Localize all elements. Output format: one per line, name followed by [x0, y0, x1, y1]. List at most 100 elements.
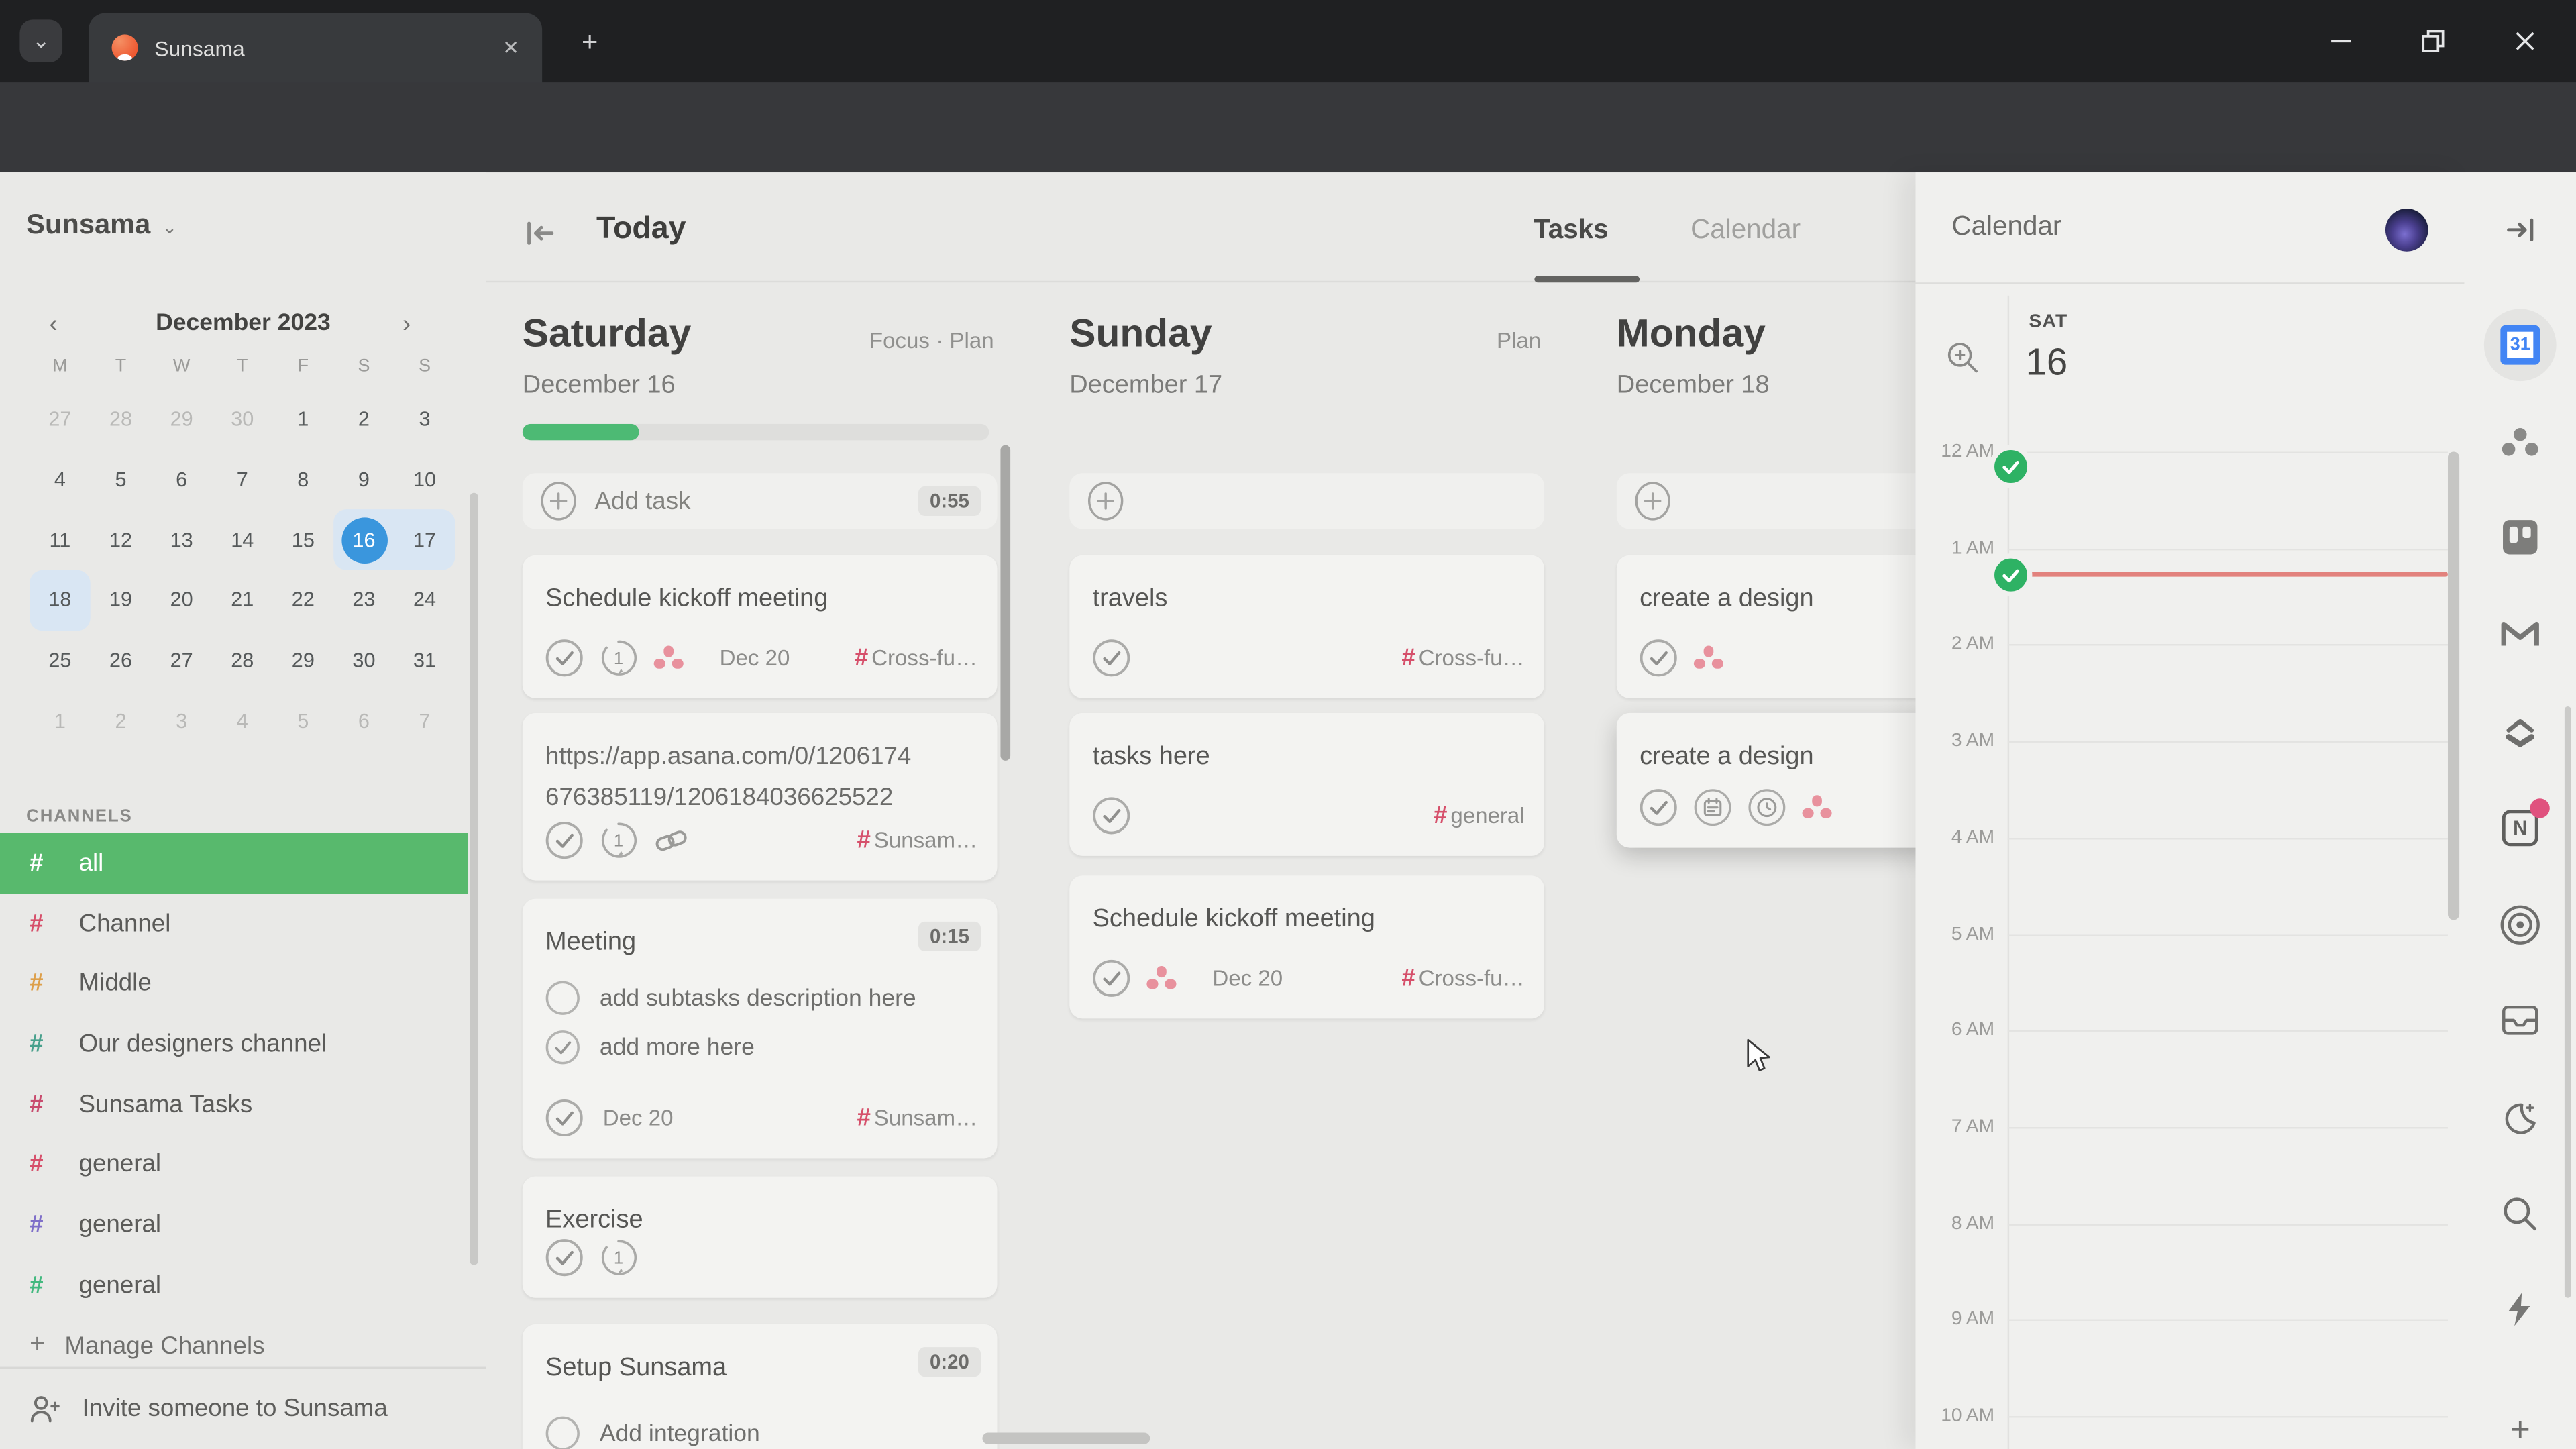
workspace-switcher[interactable]: Sunsama ⌄ — [26, 209, 177, 241]
mini-calendar-day[interactable]: 23 — [352, 588, 376, 612]
mini-calendar-day[interactable]: 5 — [115, 468, 127, 492]
sidebar-channel-item[interactable]: # general — [0, 1195, 468, 1255]
mini-calendar-day[interactable]: 2 — [358, 408, 370, 431]
subtask-row[interactable]: add subtasks description here — [545, 981, 997, 1015]
mini-calendar-day[interactable]: 30 — [231, 408, 254, 431]
mini-calendar-day[interactable]: 10 — [413, 468, 437, 492]
automations-button[interactable] — [2504, 1291, 2536, 1328]
sidebar-channel-item[interactable]: # Channel — [0, 893, 468, 953]
task-card[interactable]: Exercise 1 — [522, 1176, 998, 1298]
complete-task-icon[interactable] — [1640, 639, 1677, 677]
mini-calendar-day[interactable]: 29 — [291, 649, 315, 672]
mini-calendar-day[interactable]: 21 — [231, 588, 254, 612]
rail-scrollbar[interactable] — [2564, 706, 2571, 1298]
notion-button[interactable]: N — [2502, 810, 2538, 847]
mini-calendar-day[interactable]: 1 — [297, 408, 309, 431]
collapse-right-button[interactable] — [2502, 212, 2538, 248]
complete-task-icon[interactable] — [545, 821, 583, 859]
task-card[interactable]: create a design — [1616, 555, 1916, 698]
mini-calendar-day[interactable]: 5 — [297, 709, 309, 733]
calendar-zoom-button[interactable] — [1945, 340, 1982, 376]
horizontal-scrollbar[interactable] — [982, 1432, 1150, 1444]
add-integration-button[interactable]: + — [2510, 1411, 2530, 1449]
trello-button[interactable] — [2503, 520, 2538, 555]
mini-calendar-day[interactable]: 3 — [419, 408, 431, 431]
task-card[interactable]: Meeting 0:15 add subtasks description he… — [522, 898, 998, 1159]
mini-calendar-day[interactable]: 28 — [231, 649, 254, 672]
sidebar-channel-item[interactable]: # Our designers channel — [0, 1014, 468, 1074]
mini-calendar-day[interactable]: 1 — [54, 709, 66, 733]
google-calendar-button[interactable]: 31 — [2483, 309, 2557, 382]
schedule-calendar-icon[interactable] — [1694, 789, 1731, 826]
tab-tasks[interactable]: Tasks — [1534, 215, 1609, 245]
sidebar-channel-item[interactable]: # general — [0, 1255, 468, 1316]
plan-link[interactable]: Plan — [949, 328, 994, 354]
mini-calendar-day[interactable]: 26 — [109, 649, 133, 672]
new-tab-button[interactable]: + — [582, 26, 598, 58]
tab-close-icon[interactable]: ✕ — [502, 36, 519, 60]
tab-calendar[interactable]: Calendar — [1690, 215, 1801, 245]
mini-calendar-day[interactable]: 25 — [48, 649, 72, 672]
sidebar-channel-item[interactable]: # all — [0, 833, 468, 894]
plan-link[interactable]: Plan — [1496, 328, 1542, 354]
avatar[interactable] — [2385, 209, 2428, 252]
subtask-row[interactable]: add more here — [545, 1030, 997, 1065]
search-button[interactable] — [2500, 1194, 2540, 1234]
mini-calendar-day[interactable]: 30 — [352, 649, 376, 672]
timeline-scrollbar[interactable] — [2447, 451, 2460, 920]
sidebar-channel-item[interactable]: # general — [0, 1134, 468, 1195]
night-mode-button[interactable] — [2500, 1099, 2540, 1138]
mini-calendar-day[interactable]: 4 — [236, 709, 248, 733]
mini-calendar-day[interactable]: 12 — [109, 528, 133, 552]
task-card[interactable]: https://app.asana.com/0/1206174 676385119… — [522, 712, 998, 881]
complete-task-icon[interactable] — [545, 1099, 583, 1137]
invite-button[interactable]: Invite someone to Sunsama — [0, 1366, 486, 1449]
mini-calendar-day[interactable]: 19 — [109, 588, 133, 612]
gmail-button[interactable] — [2500, 619, 2540, 649]
mini-calendar-day[interactable]: 29 — [170, 408, 193, 431]
add-task-bar[interactable]: Add task 0:55 — [522, 473, 998, 529]
mini-calendar-day[interactable]: 31 — [413, 649, 437, 672]
mini-calendar-day[interactable]: 16 — [333, 510, 394, 570]
completed-event-marker[interactable] — [1989, 553, 2033, 596]
subtask-row[interactable]: Add integration — [545, 1416, 760, 1449]
task-card[interactable]: Schedule kickoff meeting Dec 20 # Cross-f… — [1069, 875, 1545, 1019]
complete-task-icon[interactable] — [1093, 959, 1130, 997]
task-card[interactable]: travels # Cross-fu… — [1069, 555, 1545, 698]
mini-calendar-day[interactable]: 11 — [49, 528, 71, 552]
mini-calendar-day[interactable]: 15 — [291, 528, 315, 552]
window-minimize-button[interactable] — [2320, 0, 2363, 82]
focus-link[interactable]: Focus — [869, 328, 930, 354]
column-scrollbar[interactable] — [1000, 445, 1011, 761]
inbox-button[interactable] — [2500, 1002, 2540, 1038]
complete-task-icon[interactable] — [1640, 789, 1677, 826]
tab-search-button[interactable]: ⌄ — [19, 19, 63, 63]
mini-calendar-day[interactable]: 2 — [115, 709, 127, 733]
subtask-check-icon[interactable] — [545, 1416, 580, 1449]
complete-task-icon[interactable] — [545, 639, 583, 677]
clickup-button[interactable] — [2502, 714, 2538, 751]
mini-calendar-day[interactable]: 6 — [358, 709, 370, 733]
completed-event-marker[interactable] — [1989, 445, 2033, 488]
complete-task-icon[interactable] — [545, 1239, 583, 1277]
browser-tab[interactable]: Sunsama ✕ — [89, 13, 543, 83]
subtask-check-icon[interactable] — [545, 1030, 580, 1065]
sidebar-channel-item[interactable]: # Middle — [0, 953, 468, 1014]
mini-calendar-day[interactable]: 9 — [358, 468, 370, 492]
mini-calendar-day[interactable]: 27 — [48, 408, 72, 431]
mini-calendar-day[interactable]: 4 — [54, 468, 66, 492]
complete-task-icon[interactable] — [1093, 639, 1130, 677]
collapse-left-button[interactable] — [523, 215, 559, 252]
mini-calendar-day[interactable]: 22 — [291, 588, 315, 612]
subtask-check-icon[interactable] — [545, 981, 580, 1015]
mini-calendar-day[interactable]: 14 — [231, 528, 254, 552]
window-restore-button[interactable] — [2412, 0, 2455, 82]
task-card[interactable]: Setup Sunsama 0:20 Add integration — [522, 1324, 998, 1449]
mini-calendar-day[interactable]: 28 — [109, 408, 133, 431]
mini-calendar-day[interactable]: 27 — [170, 649, 193, 672]
mini-calendar-day[interactable]: 3 — [176, 709, 188, 733]
next-month-button[interactable]: › — [402, 310, 411, 339]
complete-task-icon[interactable] — [1093, 797, 1130, 835]
window-close-button[interactable] — [2504, 0, 2546, 82]
mini-calendar-day[interactable]: 17 — [394, 510, 455, 570]
